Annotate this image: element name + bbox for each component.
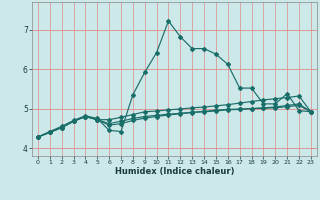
X-axis label: Humidex (Indice chaleur): Humidex (Indice chaleur) bbox=[115, 167, 234, 176]
